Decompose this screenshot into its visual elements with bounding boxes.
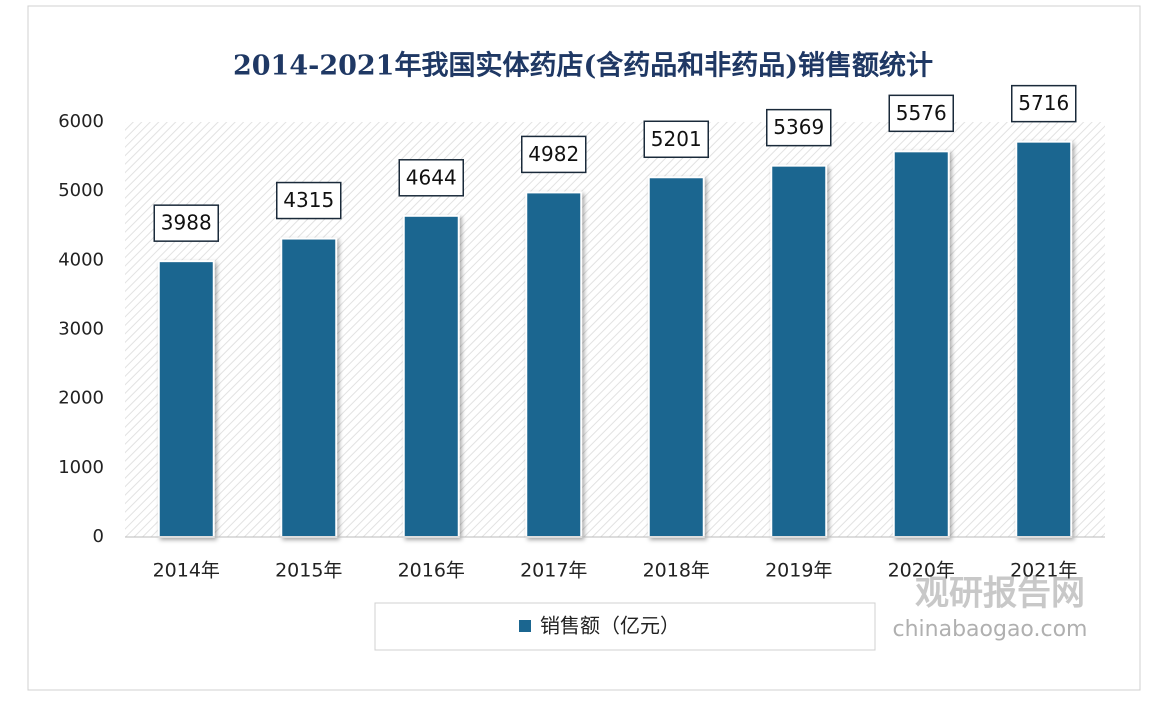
value-label: 5369 xyxy=(773,115,824,139)
y-tick-label: 2000 xyxy=(58,388,104,409)
x-tick-label: 2021年 xyxy=(1010,560,1077,582)
chart-title: 2014-2021年我国实体药店(含药品和非药品)销售额统计 xyxy=(233,50,933,82)
x-tick-label: 2018年 xyxy=(643,560,710,582)
value-label-box xyxy=(766,108,832,147)
value-label: 5576 xyxy=(896,101,947,125)
y-tick-label: 3000 xyxy=(58,319,104,340)
watermark-url: chinabaogao.com xyxy=(893,617,1088,642)
value-label-box xyxy=(276,181,342,220)
watermark-name: 观研报告网 xyxy=(915,574,1085,614)
y-tick-label: 1000 xyxy=(58,457,104,478)
bar xyxy=(770,164,828,538)
value-label-box xyxy=(1011,84,1077,123)
plot-area xyxy=(125,122,1105,537)
legend-marker xyxy=(519,620,531,632)
x-tick-label: 2016年 xyxy=(398,560,465,582)
bar xyxy=(157,260,215,538)
bar xyxy=(280,237,338,538)
x-tick-label: 2017年 xyxy=(520,560,587,582)
value-label-box xyxy=(521,135,587,174)
legend-box xyxy=(374,602,876,651)
value-label: 5201 xyxy=(651,127,702,151)
value-label: 4982 xyxy=(528,142,579,166)
value-label-box xyxy=(888,94,954,133)
x-tick-label: 2019年 xyxy=(765,560,832,582)
value-label-box xyxy=(643,120,709,159)
y-tick-label: 0 xyxy=(93,526,104,547)
value-label: 4644 xyxy=(406,165,457,189)
x-tick-label: 2015年 xyxy=(275,560,342,582)
bar xyxy=(647,176,705,538)
bar xyxy=(525,191,583,539)
x-tick-label: 2020年 xyxy=(888,560,955,582)
value-label-box xyxy=(398,159,464,197)
bar xyxy=(402,214,460,538)
y-tick-label: 6000 xyxy=(58,111,104,132)
y-tick-label: 4000 xyxy=(58,249,104,270)
value-label-box xyxy=(153,204,219,242)
value-label: 3988 xyxy=(161,211,212,235)
bar xyxy=(892,150,950,538)
x-tick-label: 2014年 xyxy=(153,560,220,582)
y-tick-label: 5000 xyxy=(58,180,104,201)
legend-label: 销售额（亿元） xyxy=(540,614,680,638)
bar xyxy=(1015,140,1073,538)
value-label: 5716 xyxy=(1018,91,1069,115)
value-label: 4315 xyxy=(283,188,334,212)
